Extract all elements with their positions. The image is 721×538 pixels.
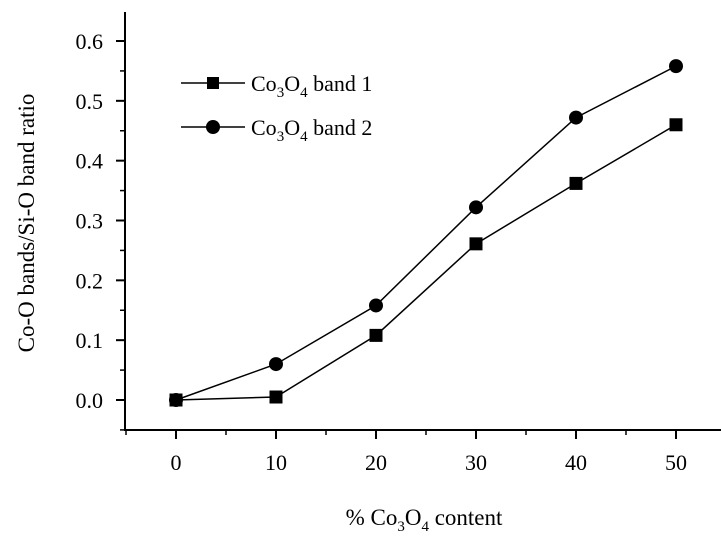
x-tick-label: 40 — [565, 450, 587, 475]
data-point-band-2 — [569, 110, 583, 125]
y-axis-title: Co-O bands/Si-O band ratio — [14, 94, 39, 353]
data-point-band-1 — [469, 237, 483, 251]
y-tick-label: 0.4 — [76, 149, 104, 174]
y-tick-label: 0.2 — [76, 268, 104, 293]
legend-marker-circle — [206, 120, 220, 134]
legend: Co3O4 band 1 Co3O4 band 2 — [181, 71, 372, 145]
x-axis-title: % Co3O4 content — [346, 505, 503, 535]
legend-marker-square — [207, 77, 219, 89]
y-tick-label: 0.1 — [76, 328, 104, 353]
x-tick-label: 30 — [465, 450, 487, 475]
y-tick-label: 0.0 — [76, 388, 104, 413]
x-tick-label: 10 — [265, 450, 287, 475]
legend-entry-band-1: Co3O4 band 1 — [181, 71, 372, 101]
data-point-band-1 — [669, 118, 683, 132]
x-tick-label: 20 — [365, 450, 387, 475]
legend-entry-band-2: Co3O4 band 2 — [181, 115, 372, 145]
data-point-band-2 — [669, 59, 683, 74]
legend-label-band-1: Co3O4 band 1 — [251, 71, 372, 101]
data-point-band-2 — [269, 357, 283, 372]
data-point-band-1 — [369, 328, 383, 342]
legend-label-band-2: Co3O4 band 2 — [251, 115, 372, 145]
series-line-band-1 — [175, 124, 677, 401]
y-tick-label: 0.3 — [76, 209, 104, 234]
series-line-band-2 — [175, 65, 677, 401]
data-point-band-2 — [169, 393, 183, 407]
y-tick-label: 0.5 — [76, 89, 104, 114]
x-tick-label: 50 — [665, 450, 687, 475]
x-tick-label: 0 — [171, 450, 182, 475]
data-point-band-2 — [369, 298, 383, 313]
data-point-band-1 — [269, 390, 283, 404]
data-point-band-2 — [469, 200, 483, 215]
data-point-band-1 — [569, 176, 583, 190]
y-tick-label: 0.6 — [76, 29, 104, 54]
